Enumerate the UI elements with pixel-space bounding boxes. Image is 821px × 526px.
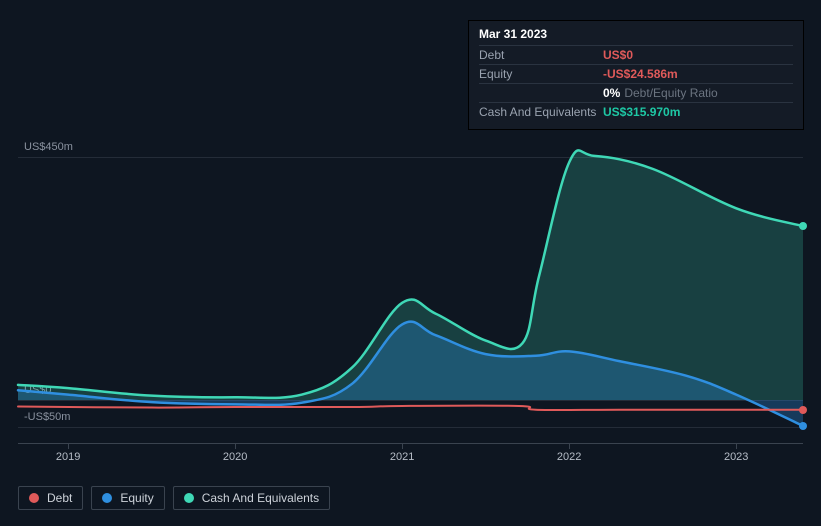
tooltip-row: 0% Debt/Equity Ratio: [479, 83, 793, 102]
tooltip-date: Mar 31 2023: [479, 27, 793, 45]
tooltip-row-label: Equity: [479, 67, 603, 81]
x-axis-label: 2020: [223, 451, 247, 463]
x-axis-label: 2021: [390, 451, 414, 463]
tooltip-row-value: US$0: [603, 48, 793, 62]
tooltip-row-suffix: Debt/Equity Ratio: [624, 86, 717, 100]
x-axis-tick: [235, 443, 236, 449]
legend: Debt Equity Cash And Equivalents: [18, 486, 330, 510]
tooltip-card: Mar 31 2023 DebtUS$0Equity-US$24.586m0%D…: [468, 20, 804, 130]
legend-item-label: Cash And Equivalents: [202, 491, 319, 505]
tooltip-row-value: 0% Debt/Equity Ratio: [603, 86, 793, 100]
tooltip-row-value-text: US$0: [603, 48, 633, 62]
legend-item-label: Debt: [47, 491, 72, 505]
tooltip-row-value-text: -US$24.586m: [603, 67, 678, 81]
tooltip-row-label: [479, 86, 603, 100]
x-axis-tick: [569, 443, 570, 449]
tooltip-row-label: Cash And Equivalents: [479, 105, 603, 119]
legend-item-equity[interactable]: Equity: [91, 486, 164, 510]
debt-end-marker: [799, 406, 807, 414]
legend-item-cash[interactable]: Cash And Equivalents: [173, 486, 330, 510]
x-axis-tick: [68, 443, 69, 449]
tooltip-row: Cash And EquivalentsUS$315.970m: [479, 102, 793, 121]
legend-item-label: Equity: [120, 491, 153, 505]
x-axis-label: 2022: [557, 451, 581, 463]
debt-line: [18, 406, 803, 410]
cash-swatch-icon: [184, 493, 194, 503]
equity-end-marker: [799, 422, 807, 430]
x-axis-label: 2019: [56, 451, 80, 463]
tooltip-row-label: Debt: [479, 48, 603, 62]
x-axis-label: 2023: [724, 451, 748, 463]
equity-swatch-icon: [102, 493, 112, 503]
x-axis-tick: [402, 443, 403, 449]
tooltip-row-value: US$315.970m: [603, 105, 793, 119]
debt-swatch-icon: [29, 493, 39, 503]
tooltip-row: Equity-US$24.586m: [479, 64, 793, 83]
cash-end-marker: [799, 222, 807, 230]
x-axis-line: [18, 443, 803, 444]
tooltip-row-value-text: US$315.970m: [603, 105, 680, 119]
legend-item-debt[interactable]: Debt: [18, 486, 83, 510]
x-axis-tick: [736, 443, 737, 449]
tooltip-row: DebtUS$0: [479, 45, 793, 64]
tooltip-row-value: -US$24.586m: [603, 67, 793, 81]
tooltip-row-value-text: 0%: [603, 86, 620, 100]
